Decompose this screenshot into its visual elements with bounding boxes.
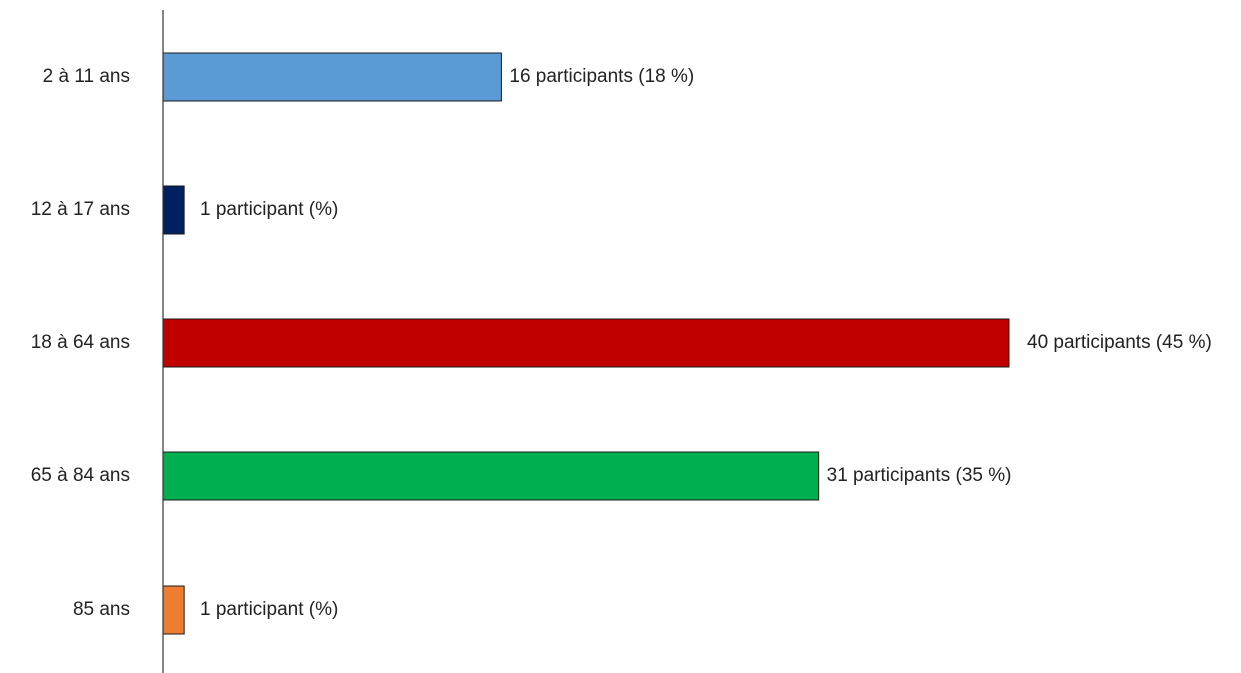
data-label: 31 participants (35 %) (827, 465, 1012, 486)
data-label: 1 participant (%) (200, 199, 338, 220)
data-label: 16 participants (18 %) (509, 66, 694, 87)
bar-3 (162, 318, 1010, 368)
bar-1 (162, 52, 502, 102)
category-label: 2 à 11 ans (43, 66, 130, 87)
category-label: 18 à 64 ans (31, 332, 130, 353)
category-label: 85 ans (73, 599, 130, 620)
category-label: 65 à 84 ans (31, 465, 130, 486)
data-label: 1 participant (%) (200, 599, 338, 620)
bar-5 (162, 585, 185, 635)
labels-layer: 2 à 11 ans 16 participants (18 %) 12 à 17 … (31, 66, 1212, 620)
bar-4 (162, 451, 820, 501)
bars-layer (162, 52, 1010, 635)
data-label: 40 participants (45 %) (1027, 332, 1212, 353)
bar-2 (162, 185, 185, 235)
category-label: 12 à 17 ans (31, 199, 130, 220)
